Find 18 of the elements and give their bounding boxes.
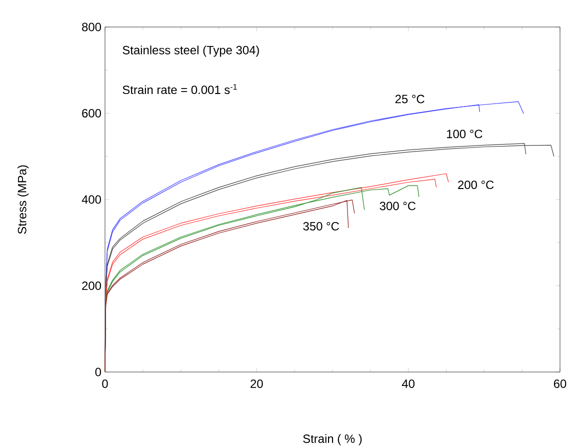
series-label: 200 °C [458, 180, 494, 190]
y-axis-title: Stress (MPa) [18, 165, 29, 234]
annotation: Strain rate = 0.001 s$^{-1}$ [122, 84, 237, 94]
series-label: 100 °C [447, 130, 482, 138]
y-tick-label: 600 [82, 109, 102, 118]
series-label: 25 °C [395, 94, 424, 104]
series-label: 300 °C [380, 202, 416, 210]
y-tick-label: 400 [82, 195, 102, 204]
x-tick-label: 0 [102, 380, 108, 388]
y-tick-label: 800 [82, 22, 102, 32]
x-tick-label: 60 [554, 380, 566, 388]
x-tick-label: 20 [250, 380, 263, 388]
y-tick-label: 0 [95, 368, 102, 376]
y-tick-label: 200 [82, 282, 102, 290]
x-axis-title: Strain ( % ) [303, 434, 362, 446]
annotation: Stainless steel (Type 304) [122, 46, 259, 57]
x-tick-label: 40 [402, 380, 415, 388]
series-label: 350 °C [303, 222, 339, 230]
